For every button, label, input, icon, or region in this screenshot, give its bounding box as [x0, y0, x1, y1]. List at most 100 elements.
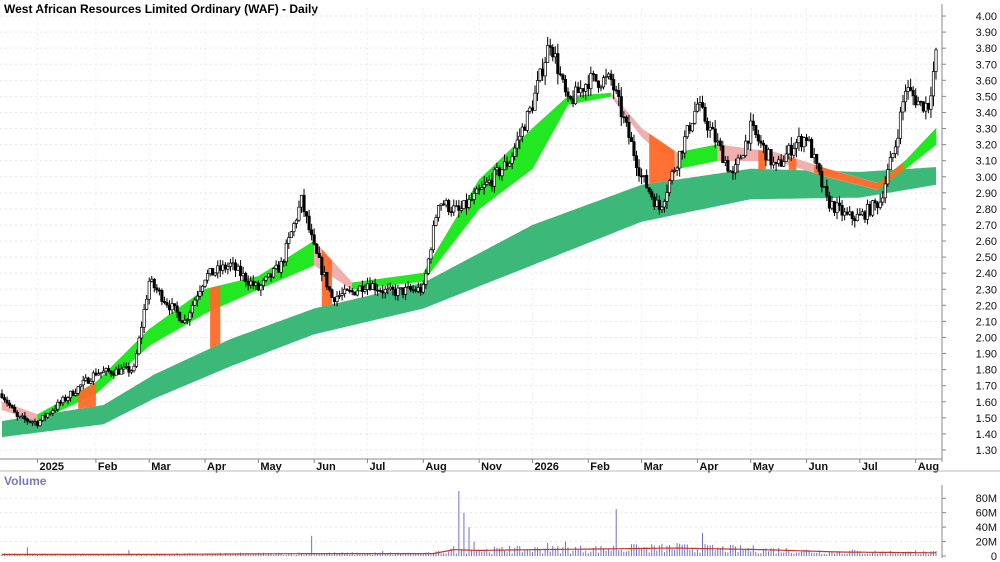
candle-body	[312, 234, 316, 245]
candle-body	[792, 148, 796, 156]
candle-body	[277, 264, 281, 273]
candle-body	[274, 264, 278, 269]
candle-body	[421, 284, 425, 293]
candle-body	[2, 397, 7, 401]
candle-body	[480, 187, 484, 190]
candle-body	[462, 200, 466, 209]
candle-body	[759, 140, 763, 144]
short-term-band-segment	[410, 274, 414, 283]
candle-body	[211, 268, 215, 276]
candle-body	[137, 337, 141, 355]
time-tick-label: Feb	[98, 461, 118, 473]
candle-body	[876, 202, 880, 208]
candle-body	[475, 188, 479, 194]
candle-body	[568, 96, 573, 100]
candle-body	[906, 87, 910, 92]
time-tick-label: Mar	[644, 461, 664, 473]
candle-body	[909, 87, 913, 91]
time-tick-label: Nov	[481, 461, 503, 473]
candle-body	[266, 273, 271, 278]
candle-body	[853, 218, 857, 222]
candle-body	[310, 229, 314, 236]
time-tick-label: Mar	[151, 461, 171, 473]
candle-body	[101, 370, 106, 373]
below-band-fill	[210, 285, 221, 349]
below-band-fill	[814, 162, 904, 190]
short-term-band-segment	[237, 280, 241, 299]
price-tick-label: 3.10	[976, 156, 997, 168]
candle-body	[396, 287, 400, 296]
long-term-band-area	[2, 167, 936, 438]
candle-body	[558, 73, 562, 76]
time-tick-label: Jun	[809, 461, 829, 473]
time-tick-label: Aug	[918, 461, 939, 473]
short-term-band-segment	[486, 169, 490, 204]
candle-body	[695, 103, 699, 112]
candle-body	[561, 74, 565, 80]
candle-body	[208, 268, 212, 274]
candle-body	[401, 287, 405, 295]
candle-body	[594, 74, 598, 82]
short-term-band-segment	[534, 123, 538, 165]
candle-body	[485, 181, 489, 185]
candle-body	[112, 373, 116, 376]
candle-body	[185, 319, 189, 321]
candle-body	[246, 281, 250, 286]
candle-body	[343, 288, 347, 294]
short-term-band-segment	[689, 149, 693, 167]
candle-body	[772, 161, 776, 166]
candle-body	[35, 421, 40, 427]
candle-body	[429, 249, 433, 260]
short-term-band-segment	[539, 118, 543, 156]
candle-body	[708, 126, 712, 131]
candle-body	[609, 73, 613, 80]
candle-body	[25, 418, 29, 422]
candle-body	[79, 384, 83, 388]
candle-body	[553, 53, 557, 58]
candle-body	[888, 157, 892, 171]
candle-body	[744, 140, 748, 156]
price-tick-label: 1.30	[976, 445, 997, 457]
price-tick-label: 2.00	[976, 332, 997, 344]
candle-body	[774, 161, 778, 164]
candle-body	[142, 308, 146, 328]
candle-body	[754, 125, 758, 136]
short-term-band-segment	[643, 129, 647, 142]
candle-body	[924, 102, 928, 112]
candle-body	[325, 272, 329, 288]
time-tick-label: Apr	[699, 461, 719, 473]
candle-body	[424, 273, 428, 285]
short-term-band-segment	[164, 316, 168, 338]
candle-body	[787, 144, 791, 155]
candle-body	[223, 264, 227, 270]
candle-body	[259, 285, 263, 291]
candle-body	[254, 282, 258, 286]
short-term-band-segment	[219, 284, 224, 307]
short-term-band-segment	[240, 279, 244, 298]
candle-body	[789, 144, 793, 156]
candle-body	[419, 287, 423, 293]
candle-body	[327, 286, 331, 291]
candle-body	[733, 164, 738, 174]
short-term-band-segment	[694, 148, 698, 166]
volume-tick-label: 20M	[976, 537, 997, 549]
candle-body	[299, 194, 304, 208]
price-tick-label: 1.90	[976, 349, 997, 361]
short-term-band-segment	[382, 278, 386, 287]
candle-body	[76, 386, 80, 394]
candle-body	[673, 170, 677, 172]
short-term-band-segment	[915, 146, 919, 162]
candle-body	[543, 62, 547, 77]
candle-body	[873, 200, 877, 204]
short-term-band-segment	[552, 107, 556, 133]
candle-body	[10, 405, 14, 408]
candle-body	[645, 175, 649, 189]
short-term-band-segment	[709, 145, 713, 163]
candle-body	[368, 283, 372, 290]
candle-body	[683, 136, 687, 154]
candle-body	[736, 157, 740, 165]
price-tick-label: 2.60	[976, 236, 997, 248]
candle-body	[820, 170, 824, 188]
candle-body	[863, 211, 867, 220]
price-tick-label: 3.40	[976, 107, 997, 119]
